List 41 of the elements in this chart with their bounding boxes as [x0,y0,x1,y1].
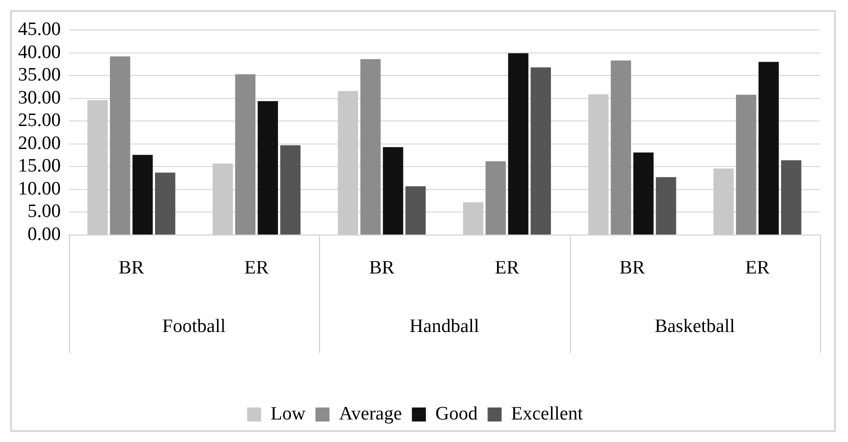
x-tick-label: BR [620,257,646,278]
bar [633,152,654,234]
legend-label: Low [270,403,306,424]
y-tick-label: 0.00 [28,224,61,245]
bar [610,60,632,234]
text: Basketball [654,316,735,337]
bar [758,62,779,234]
bar [110,56,130,234]
bar [280,145,301,234]
x-tick-label: ER [745,257,770,278]
bar [656,177,676,234]
y-tick-label: 15.00 [18,156,61,177]
bar [405,186,426,234]
y-tick-label: 30.00 [18,87,61,108]
bar [486,161,506,234]
bar [736,94,756,234]
bar [360,59,381,234]
x-tick-label: ER [494,257,520,278]
x-tick-label: BR [118,257,144,278]
x-tick-label: ER [244,257,270,278]
bar [382,147,404,234]
y-tick-label: 20.00 [18,132,61,154]
bar [781,160,802,234]
legend-label: Good [435,403,478,424]
y-tick-label: 35.00 [18,64,61,86]
bar [235,74,256,234]
bar [530,67,551,234]
y-tick-label: 40.00 [18,42,61,63]
x-tick-label: BR [369,257,395,278]
bar [258,101,278,234]
text: Handball [410,316,480,337]
bar [155,172,176,234]
y-tick-label: 45.00 [18,18,61,40]
y-tick-label: 25.00 [18,110,61,132]
bar [508,53,528,234]
text: Football [162,316,226,337]
legend-label: Excellent [511,403,584,424]
y-tick-label: 5.00 [28,201,61,222]
y-tick-label: 10.00 [18,178,61,200]
legend-label: Average [338,403,402,424]
bar [132,154,153,234]
